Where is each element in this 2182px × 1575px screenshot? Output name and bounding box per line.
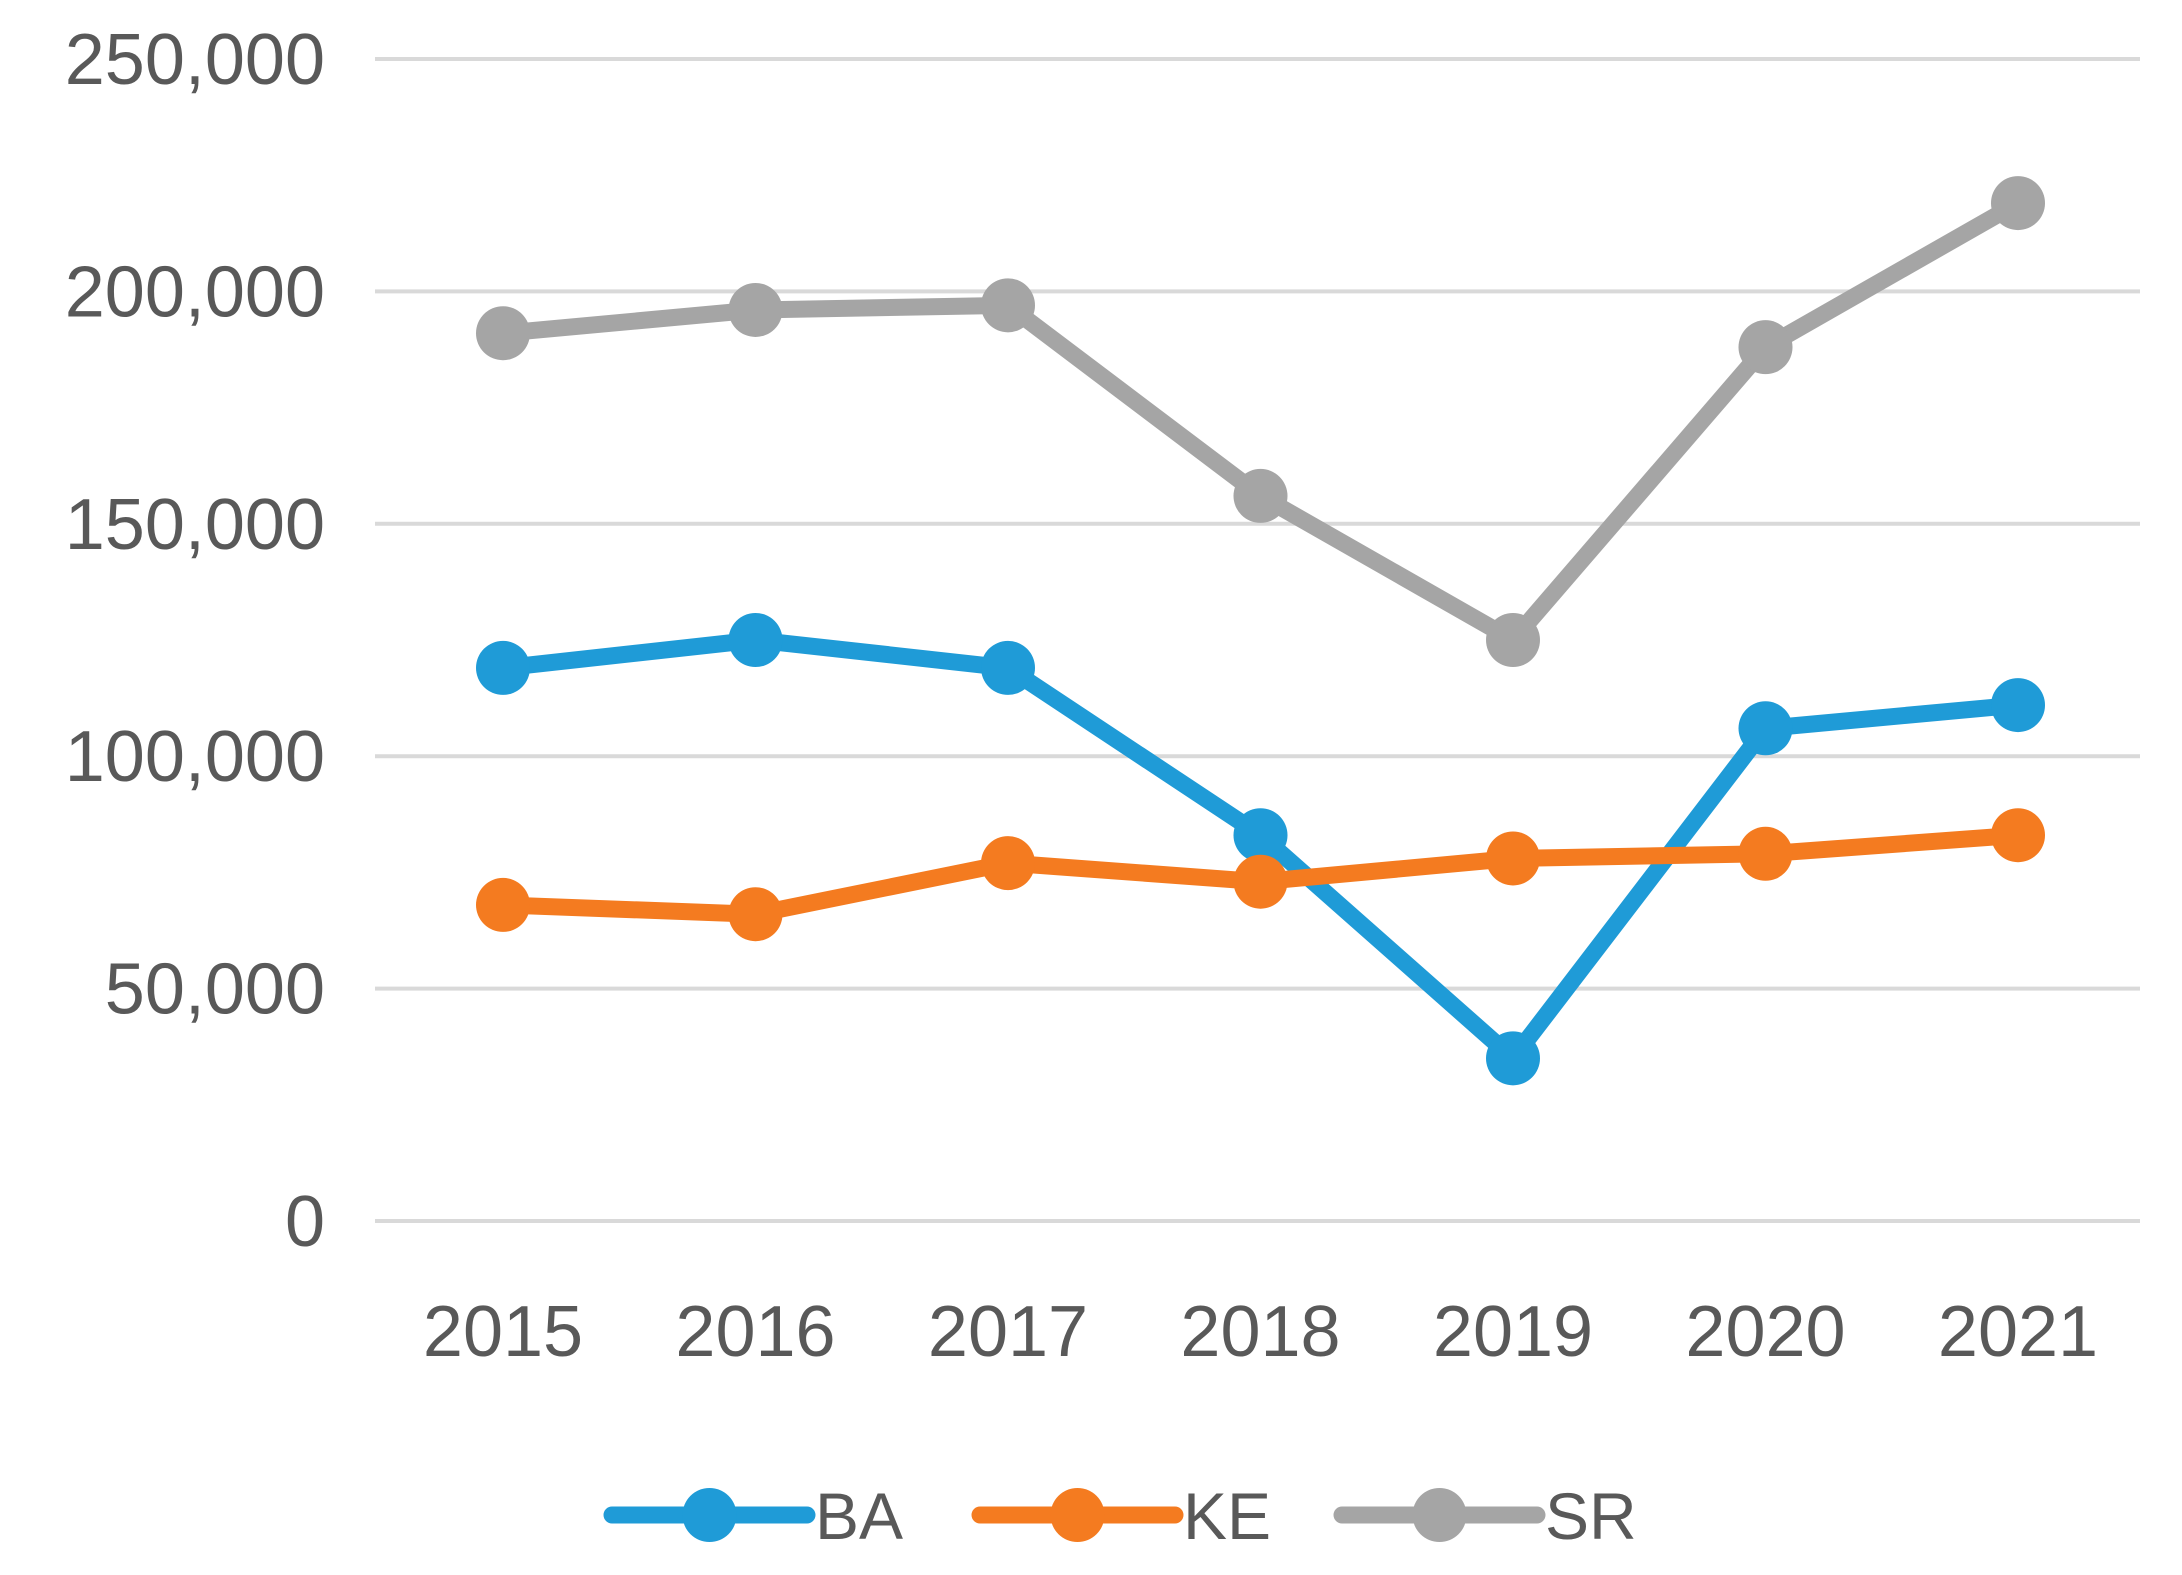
data-point-ba xyxy=(476,640,530,695)
data-point-sr xyxy=(981,278,1035,333)
y-tick-label: 100,000 xyxy=(65,717,325,797)
y-tick-label: 50,000 xyxy=(105,950,325,1030)
x-tick-label: 2018 xyxy=(1180,1292,1340,1372)
data-point-sr xyxy=(728,282,783,337)
data-point-ke xyxy=(1991,808,2045,863)
y-tick-label: 150,000 xyxy=(65,485,325,565)
data-point-ke xyxy=(981,836,1035,891)
data-point-ke xyxy=(1486,831,1540,886)
series-line-sr xyxy=(494,194,2027,649)
legend-label: BA xyxy=(815,1479,903,1553)
data-point-ke xyxy=(1738,826,1793,881)
data-point-ba xyxy=(728,613,783,667)
legend-marker-swatch xyxy=(1050,1488,1105,1542)
data-point-sr xyxy=(1233,468,1288,523)
series-sr xyxy=(476,176,2045,667)
x-tick-label: 2017 xyxy=(928,1292,1088,1372)
series-lines xyxy=(476,176,2045,1086)
data-point-ke xyxy=(476,877,530,932)
y-tick-label: 200,000 xyxy=(65,252,325,332)
legend-label: SR xyxy=(1545,1479,1637,1553)
x-tick-label: 2020 xyxy=(1685,1292,1845,1372)
data-point-ke xyxy=(728,887,783,942)
x-tick-label: 2016 xyxy=(675,1292,835,1372)
data-point-ba xyxy=(981,640,1035,695)
legend: BA KE SR xyxy=(603,1479,1637,1553)
x-tick-label: 2019 xyxy=(1433,1292,1593,1372)
series-ba xyxy=(476,613,2045,1086)
series-ke xyxy=(476,808,2045,942)
data-point-sr xyxy=(1991,176,2045,231)
legend-marker-swatch xyxy=(1412,1488,1467,1542)
y-tick-label: 250,000 xyxy=(65,20,325,100)
data-point-ke xyxy=(1233,854,1288,909)
data-point-ba xyxy=(1486,1031,1540,1086)
y-axis-ticks: 0 50,000 100,000 150,000 200,000 250,000 xyxy=(65,20,325,1262)
legend-marker-swatch xyxy=(682,1488,737,1542)
legend-item-ba: BA xyxy=(603,1479,903,1553)
legend-item-ke: KE xyxy=(971,1479,1271,1553)
legend-item-sr: SR xyxy=(1333,1479,1637,1553)
data-point-sr xyxy=(1738,320,1793,375)
data-point-ba xyxy=(1233,808,1288,863)
data-point-sr xyxy=(476,306,530,361)
x-axis-ticks: 2015 2016 2017 2018 2019 2020 2021 xyxy=(423,1292,2098,1372)
y-tick-label: 0 xyxy=(285,1182,325,1262)
gridlines xyxy=(375,57,2140,1223)
data-point-ba xyxy=(1738,701,1793,756)
x-tick-label: 2021 xyxy=(1938,1292,2098,1372)
data-point-ba xyxy=(1991,678,2045,733)
legend-label: KE xyxy=(1183,1479,1271,1553)
data-point-sr xyxy=(1486,613,1540,667)
x-tick-label: 2015 xyxy=(423,1292,583,1372)
